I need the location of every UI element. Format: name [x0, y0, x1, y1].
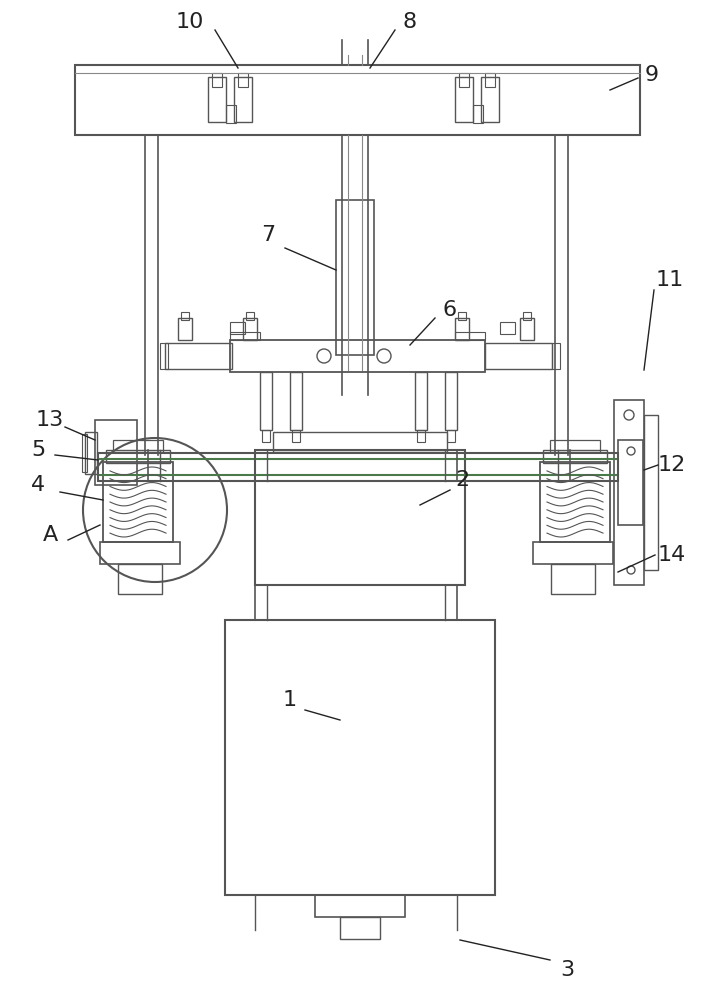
Bar [246, 312, 254, 320]
Bar [208, 77, 226, 122]
Text: 8: 8 [403, 12, 417, 32]
Text: 9: 9 [645, 65, 659, 85]
Bar [255, 450, 465, 585]
Bar [455, 77, 473, 122]
Bar [445, 372, 457, 430]
Text: 14: 14 [658, 545, 686, 565]
Bar [243, 318, 257, 340]
Bar [520, 318, 534, 340]
Bar [292, 430, 300, 442]
Bar [533, 542, 613, 564]
Bar [225, 620, 495, 895]
Bar [95, 420, 137, 485]
Text: 5: 5 [31, 440, 45, 460]
Text: 11: 11 [656, 270, 684, 290]
Bar [85, 432, 97, 474]
Bar [181, 312, 189, 320]
Text: 13: 13 [36, 410, 64, 430]
Bar [238, 73, 248, 87]
Bar [336, 200, 374, 355]
Bar [473, 105, 483, 123]
Bar [160, 343, 168, 369]
Bar [417, 430, 425, 442]
Bar [540, 462, 610, 542]
Bar [543, 450, 607, 463]
Bar [260, 372, 272, 430]
Bar [523, 312, 531, 320]
Bar [98, 453, 618, 481]
Bar [100, 542, 180, 564]
Bar [551, 564, 595, 594]
Bar [165, 343, 232, 369]
Text: 4: 4 [31, 475, 45, 495]
Bar [614, 400, 644, 585]
Bar [500, 322, 515, 334]
Bar [481, 77, 499, 122]
Bar [644, 415, 658, 570]
Text: 2: 2 [455, 470, 469, 490]
Text: 7: 7 [261, 225, 275, 245]
Bar [273, 432, 447, 452]
Text: A: A [43, 525, 57, 545]
Bar [113, 440, 163, 452]
Bar [458, 312, 466, 320]
Bar [262, 430, 270, 442]
Text: 10: 10 [176, 12, 204, 32]
Bar [459, 73, 469, 87]
Bar [447, 430, 455, 442]
Bar [455, 318, 469, 340]
Bar [230, 322, 245, 334]
Text: 3: 3 [560, 960, 574, 980]
Bar [485, 73, 495, 87]
Bar [226, 105, 236, 123]
Bar [315, 895, 405, 917]
Bar [455, 332, 485, 340]
Bar [485, 343, 552, 369]
Bar [103, 462, 173, 542]
Bar [234, 77, 252, 122]
Text: 1: 1 [283, 690, 297, 710]
Bar [178, 318, 192, 340]
Bar [82, 434, 87, 472]
Bar [230, 340, 485, 372]
Bar [230, 332, 260, 340]
Bar [618, 440, 643, 525]
Bar [552, 343, 560, 369]
Bar [340, 917, 380, 939]
Bar [118, 564, 162, 594]
Text: 6: 6 [443, 300, 457, 320]
Bar [75, 65, 640, 135]
Text: 12: 12 [658, 455, 686, 475]
Bar [212, 73, 222, 87]
Bar [290, 372, 302, 430]
Bar [106, 450, 170, 463]
Bar [415, 372, 427, 430]
Bar [550, 440, 600, 452]
